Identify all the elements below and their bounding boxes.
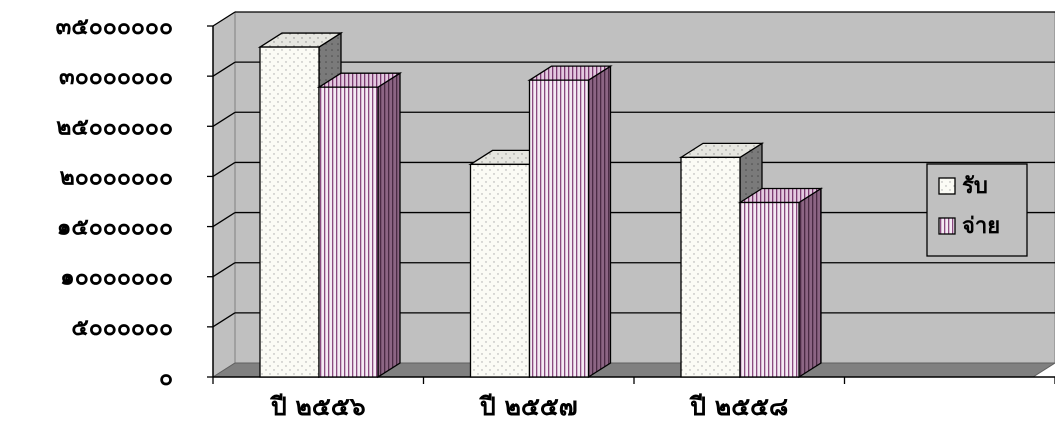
plot-side-wall [212, 11, 236, 378]
x-category-label: ปี ๒๕๕๗ [478, 392, 577, 421]
legend-swatch [938, 177, 956, 195]
legend-swatch [938, 217, 956, 235]
gridline-side [212, 262, 236, 278]
bar-front [469, 163, 531, 378]
y-tick-label: ๒๕๐๐๐๐๐๐ [56, 114, 173, 140]
bar-side [798, 187, 822, 379]
y-tick-label: ๒๐๐๐๐๐๐๐ [60, 164, 173, 190]
y-tick-label: ๓๐๐๐๐๐๐๐ [59, 64, 173, 90]
bar-side [377, 71, 401, 379]
y-tick-label: ๑๐๐๐๐๐๐๐ [60, 265, 173, 291]
bar-front [680, 156, 741, 378]
bar-front [318, 86, 379, 378]
gridline-side [212, 111, 236, 127]
legend-label: รับ [962, 174, 988, 199]
bar-front [259, 46, 320, 378]
bar-spend-2 [527, 64, 613, 379]
y-tick-label: ๐ [159, 365, 173, 391]
gridline-side [212, 312, 236, 328]
bar-spend-3 [737, 187, 824, 379]
bar-front [739, 201, 800, 378]
y-tick-label: ๓๕๐๐๐๐๐๐ [56, 14, 173, 40]
gridline-side [212, 11, 236, 27]
x-category-label: ปี ๒๕๕๘ [689, 392, 789, 421]
bar-side [587, 64, 612, 379]
bar-front [528, 79, 590, 378]
bar-spend-1 [316, 71, 403, 379]
y-tick-label: ๑๕๐๐๐๐๐๐ [57, 215, 173, 241]
gridline-side [212, 212, 236, 228]
gridline-side [212, 161, 236, 177]
legend-label: จ่าย [962, 214, 1000, 239]
x-category-label: ปี ๒๕๕๖ [269, 392, 365, 421]
y-tick-label: ๕๐๐๐๐๐๐ [71, 315, 173, 341]
gridline-side [212, 61, 236, 77]
